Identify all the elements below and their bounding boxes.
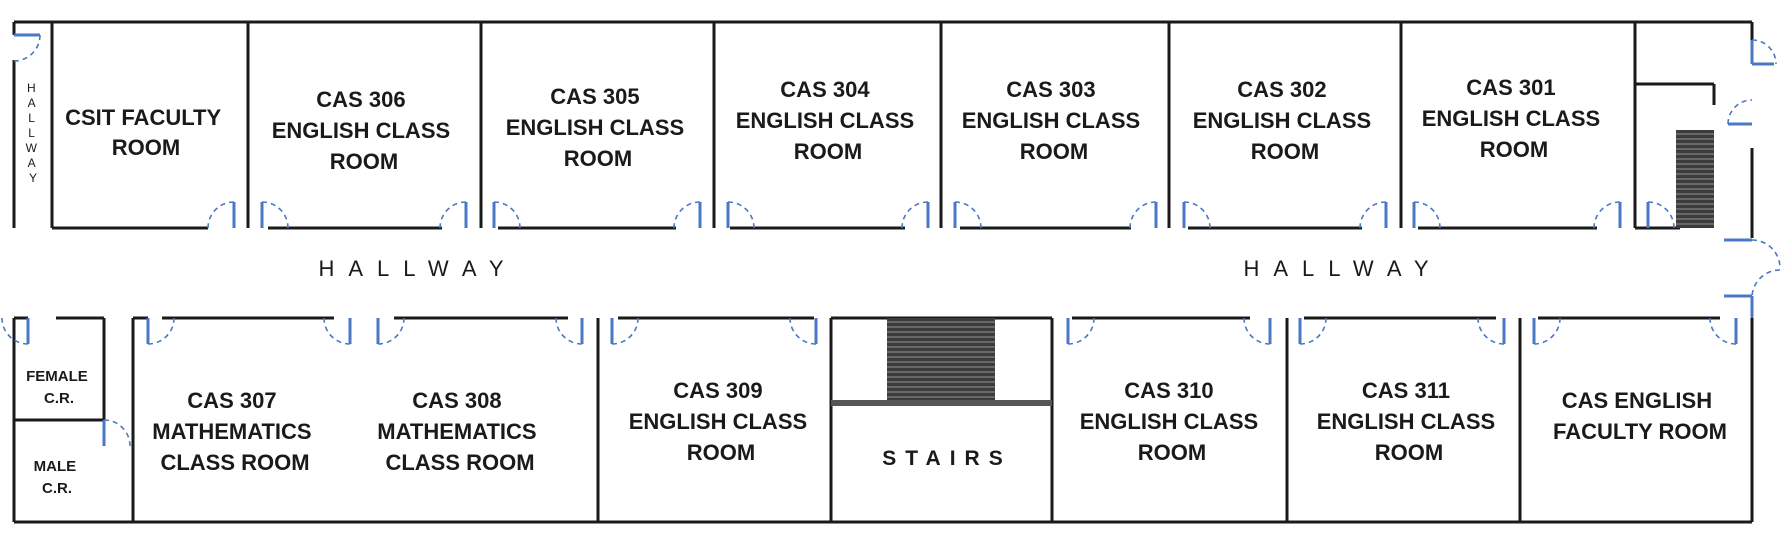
bottom-row-walls [12, 316, 1754, 524]
hallway-label-vertical: H A L L W A Y [26, 81, 41, 185]
stairs-top-right [1676, 130, 1714, 228]
hallway-label-left: HALLWAY [318, 256, 517, 281]
door-swing-5 [727, 201, 755, 229]
door-swing-male-cr [103, 419, 131, 447]
door-swing-15 [147, 317, 175, 345]
door-swing-9 [1183, 201, 1211, 229]
room-cas-english-faculty: CAS ENGLISH FACULTY ROOM [1553, 388, 1727, 444]
door-swing-hallway-left [13, 34, 41, 62]
door-swing-17 [377, 317, 405, 345]
door-swing-right-2 [1727, 99, 1753, 125]
door-swing-18 [555, 317, 583, 345]
door-swing-8 [1129, 201, 1157, 229]
door-swing-25 [1533, 317, 1561, 345]
door-swing-24 [1477, 317, 1505, 345]
doors [1, 33, 1781, 447]
door-swing-26 [1709, 317, 1737, 345]
room-cas-301: CAS 301 ENGLISH CLASS ROOM [1422, 75, 1607, 162]
room-cas-309: CAS 309 ENGLISH CLASS ROOM [629, 378, 814, 465]
room-cas-302: CAS 302 ENGLISH CLASS ROOM [1193, 77, 1378, 164]
top-row-walls [12, 20, 1754, 238]
room-cas-308: CAS 308 MATHEMATICS CLASS ROOM [377, 388, 542, 475]
stairs-label: STAIRS [882, 447, 1011, 470]
door-swing-22 [1243, 317, 1271, 345]
door-swing-14 [1, 317, 29, 345]
room-cas-304: CAS 304 ENGLISH CLASS ROOM [736, 77, 921, 164]
door-swing-23 [1299, 317, 1327, 345]
door-swing-16 [323, 317, 351, 345]
hallway-label-right: HALLWAY [1243, 256, 1442, 281]
door-swing-4 [673, 201, 701, 229]
door-swing-21 [1067, 317, 1095, 345]
door-swing-13 [1647, 201, 1675, 229]
room-cas-305: CAS 305 ENGLISH CLASS ROOM [506, 84, 691, 171]
door-swing-20 [789, 317, 817, 345]
door-swing-7 [954, 201, 982, 229]
door-swing-12 [1593, 201, 1621, 229]
room-csit-faculty: CSIT FACULTY ROOM [65, 105, 227, 160]
room-female-cr: FEMALE C.R. [26, 368, 92, 407]
room-cas-310: CAS 310 ENGLISH CLASS ROOM [1080, 378, 1265, 465]
door-swing-2 [439, 201, 467, 229]
door-swing-0 [207, 201, 235, 229]
room-cas-311: CAS 311 ENGLISH CLASS ROOM [1317, 378, 1502, 465]
door-swing-19 [611, 317, 639, 345]
room-cas-303: CAS 303 ENGLISH CLASS ROOM [962, 77, 1147, 164]
door-swing-right-1 [1751, 39, 1777, 65]
door-swing-right-3 [1751, 239, 1781, 269]
room-cas-307: CAS 307 MATHEMATICS CLASS ROOM [152, 388, 317, 475]
door-swing-3 [493, 201, 521, 229]
stairs-central [831, 318, 1052, 406]
door-swing-11 [1413, 201, 1441, 229]
door-swing-10 [1359, 201, 1387, 229]
door-swing-1 [261, 201, 289, 229]
door-swing-right-4 [1751, 269, 1781, 297]
door-swing-6 [901, 201, 929, 229]
room-cas-306: CAS 306 ENGLISH CLASS ROOM [272, 87, 457, 174]
room-male-cr: MALE C.R. [34, 458, 81, 497]
